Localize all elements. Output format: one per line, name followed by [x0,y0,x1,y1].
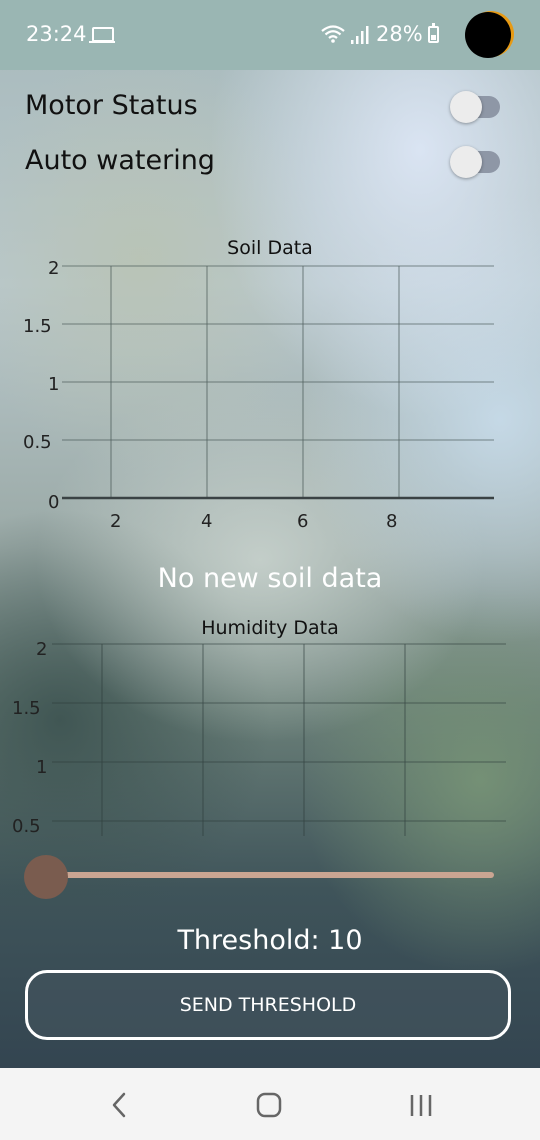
auto-watering-label: Auto watering [25,145,215,176]
home-icon[interactable] [249,1088,289,1122]
back-icon[interactable] [100,1088,140,1122]
soil-y-tick: 0 [48,492,60,513]
status-time: 23:24 [26,22,87,46]
humidity-y-tick: 1 [36,757,48,778]
toggle-thumb [450,91,482,123]
soil-chart [62,265,494,500]
soil-chart-title: Soil Data [227,237,313,259]
slider-track [44,872,494,878]
soil-y-tick: 1.5 [23,316,52,337]
humidity-y-tick: 0.5 [12,816,41,837]
soil-y-tick: 0.5 [23,432,52,453]
soil-x-tick: 4 [201,511,213,532]
soil-x-tick: 2 [110,511,122,532]
status-bar: 23:24 28% [0,0,540,70]
soil-x-tick: 6 [297,511,309,532]
auto-watering-toggle[interactable] [450,145,502,179]
battery-icon [428,23,439,43]
soil-y-tick: 2 [48,258,60,279]
wifi-icon [321,25,345,43]
humidity-y-tick: 1.5 [12,698,41,719]
humidity-y-tick: 2 [36,639,48,660]
battery-percentage: 28% [376,22,423,46]
signal-icon [351,26,369,44]
humidity-chart [52,643,506,836]
motor-status-toggle[interactable] [450,90,502,124]
send-threshold-button[interactable]: SEND THRESHOLD [25,970,511,1040]
camera-cutout [465,12,511,58]
motor-status-label: Motor Status [25,90,198,121]
threshold-slider[interactable] [24,855,496,899]
navigation-bar [0,1068,540,1140]
slider-thumb[interactable] [24,855,68,899]
threshold-label: Threshold: 10 [177,925,363,956]
laptop-icon [89,27,115,43]
humidity-chart-title: Humidity Data [201,617,339,639]
soil-x-tick: 8 [386,511,398,532]
recents-icon[interactable] [401,1088,441,1122]
soil-data-message: No new soil data [157,563,383,594]
toggle-thumb [450,146,482,178]
soil-y-tick: 1 [48,374,60,395]
